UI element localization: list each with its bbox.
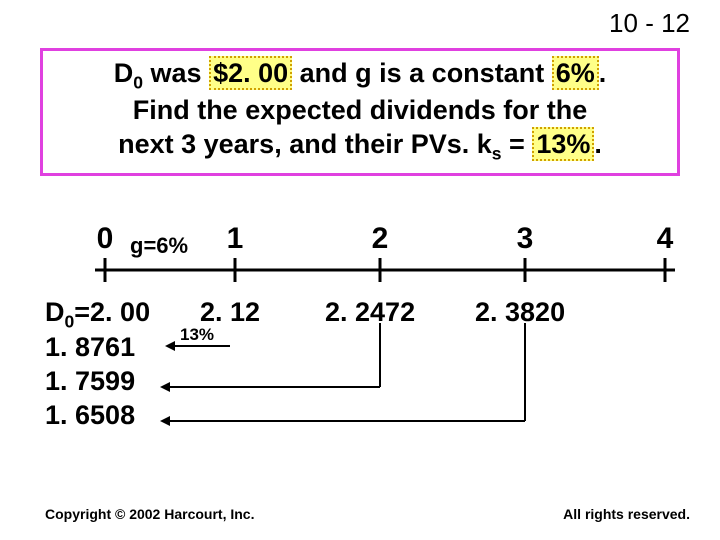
d-letter: D [114,58,134,88]
d3-value: 2. 3820 [475,297,565,328]
title-line1: D0 was $2. 00 and g is a constant 6%. [114,58,606,88]
page-number: 10 - 12 [609,8,690,39]
d1-value: 2. 12 [200,297,260,328]
pv2-value: 1. 7599 [45,366,135,397]
tick-4: 4 [657,222,674,256]
pv1-value: 1. 8761 [45,332,135,363]
k-sub: s [492,143,502,163]
t3p: next 3 years, and their PVs. k [118,129,492,159]
hl-growth: 6% [552,56,599,90]
tick-2: 2 [372,222,389,256]
hl-price: $2. 00 [209,56,292,90]
title-line2: Find the expected dividends for the [133,95,588,125]
d-sub: 0 [133,72,143,92]
d0s: 0 [65,311,75,331]
hl-rate: 13% [532,127,594,161]
tick-0: 0 [97,222,114,256]
footer-rights: All rights reserved. [563,506,690,522]
t3m: = [502,129,533,159]
t1e: . [599,58,607,88]
title-line3: next 3 years, and their PVs. ks = 13%. [118,129,602,159]
d0v: =2. 00 [74,297,150,327]
pv3-value: 1. 6508 [45,400,135,431]
tick-3: 3 [517,222,534,256]
timeline-diagram: g=6% 0 1 2 3 4 D0=2. 00 2. 12 2. 2472 2.… [45,215,680,475]
tick-1: 1 [227,222,244,256]
d0-label: D0=2. 00 [45,297,150,332]
discount-rate-label: 13% [180,325,214,345]
growth-label: g=6% [130,233,188,259]
title-box: D0 was $2. 00 and g is a constant 6%. Fi… [40,48,680,176]
t1m2: and g is a constant [292,58,552,88]
t1m1: was [143,58,209,88]
footer-copyright: Copyright © 2002 Harcourt, Inc. [45,506,254,522]
d0p: D [45,297,65,327]
t3e: . [594,129,602,159]
d2-value: 2. 2472 [325,297,415,328]
